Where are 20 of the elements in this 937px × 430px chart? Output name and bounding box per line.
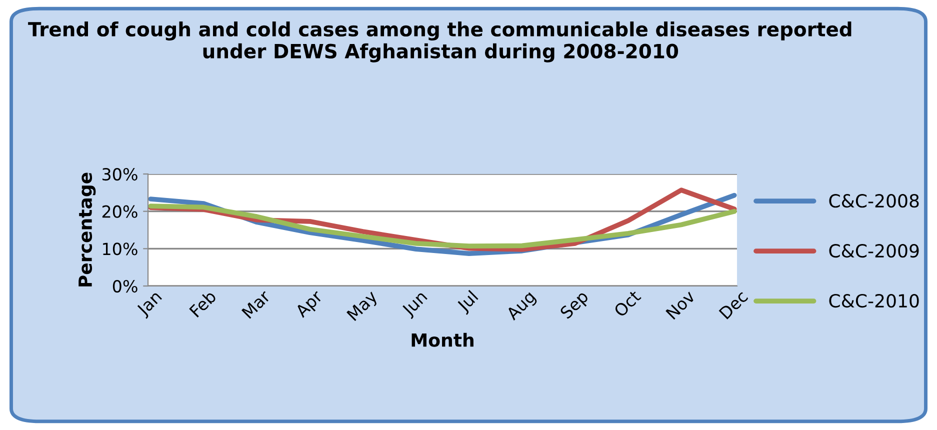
x-tick-label: Jul (456, 290, 481, 315)
y-tick-label: 30% (102, 168, 138, 181)
legend-label: C&C-2009 (829, 244, 919, 258)
legend-label: C&C-2010 (829, 294, 919, 308)
y-tick-label: 10% (103, 242, 138, 256)
x-tick-label: Mar (241, 289, 272, 319)
x-tick-label: Aug (505, 290, 538, 324)
x-tick-label: Jun (400, 290, 430, 320)
x-tick-label: Nov (666, 289, 696, 320)
x-tick-label: Oct (613, 289, 642, 318)
y-axis-title: Percentage (78, 172, 96, 286)
x-tick-label: Sep (559, 290, 592, 322)
chart-title: Trend of cough and cold cases among the communicable diseases reported under DEWS Afghanistan during 2008-2010 (28, 22, 852, 62)
legend-label: C&C-2008 (829, 194, 919, 208)
x-tick-label: Feb (188, 289, 217, 318)
y-tick-label: 0% (112, 280, 138, 293)
y-tick-label: 20% (102, 205, 138, 218)
x-tick-label: Dec (718, 290, 748, 320)
x-tick-label: Apr (294, 289, 326, 320)
x-axis-title: Month (412, 332, 474, 347)
